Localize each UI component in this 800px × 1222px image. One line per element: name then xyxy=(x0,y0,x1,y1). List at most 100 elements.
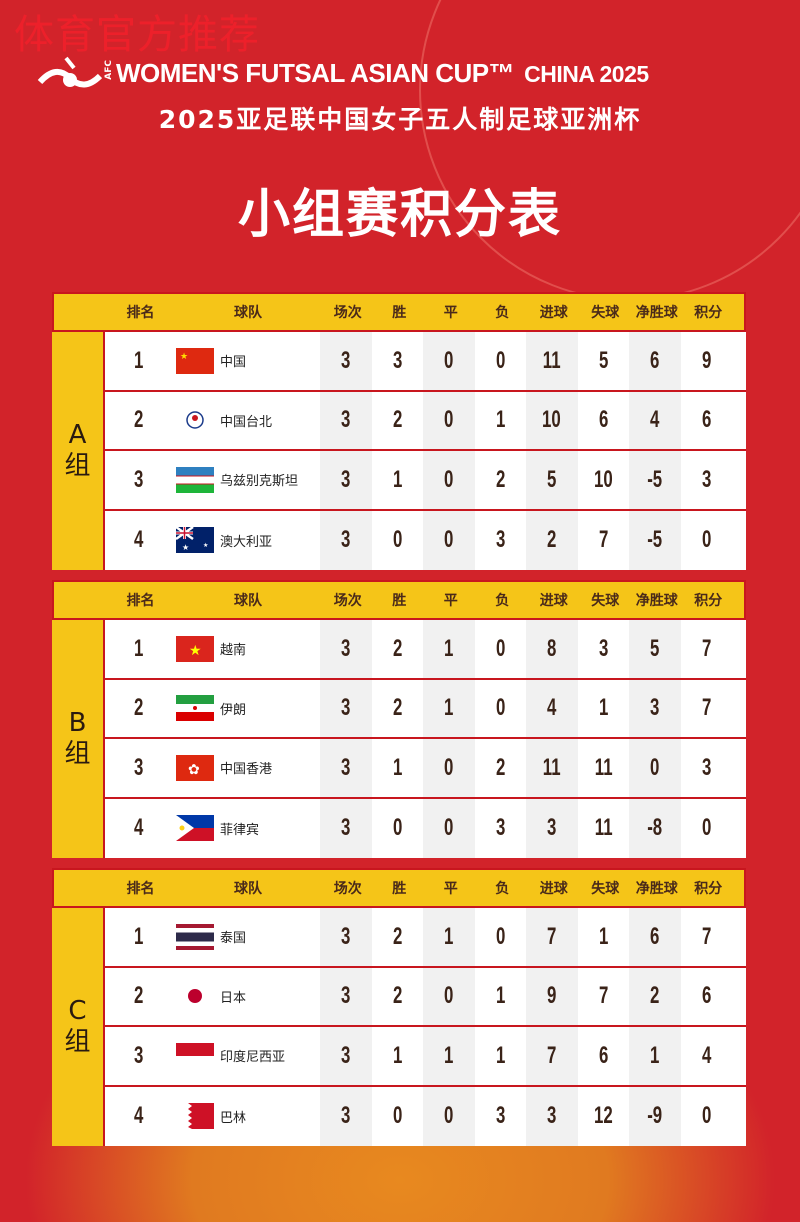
stat-3: 2 xyxy=(495,465,505,493)
group-letter: A xyxy=(68,419,87,450)
column-header: 球队 xyxy=(234,305,262,321)
header-spacer xyxy=(54,870,107,906)
stat-7: 4 xyxy=(701,1041,711,1069)
rank: 2 xyxy=(133,694,144,722)
team-cell: 印度尼西亚 xyxy=(172,1027,320,1085)
column-header: 净胜球 xyxy=(635,881,678,897)
stat-5: 1 xyxy=(598,694,608,722)
table-row: 4 菲律宾 3 0 0 3 3 11 -8 0 xyxy=(105,798,746,858)
stat-4: 7 xyxy=(547,922,557,950)
column-header: 排名 xyxy=(126,305,155,321)
rank: 4 xyxy=(133,1102,144,1130)
chinese-taipei-flag-icon xyxy=(176,407,214,434)
thailand-flag-icon xyxy=(176,923,214,950)
stat-1: 3 xyxy=(392,346,402,374)
stat-2: 1 xyxy=(444,634,454,662)
stat-1: 1 xyxy=(392,465,402,493)
team-name: 中国香港 xyxy=(220,762,273,778)
team-name: 澳大利亚 xyxy=(220,534,273,550)
rank: 3 xyxy=(133,753,144,781)
stat-6: -9 xyxy=(647,1102,663,1130)
title-en-suffix: CHINA 2025 xyxy=(524,61,649,87)
column-header: 净胜球 xyxy=(635,305,678,321)
stat-3: 1 xyxy=(495,1041,505,1069)
stat-0: 3 xyxy=(341,465,351,493)
column-header: 净胜球 xyxy=(635,593,678,609)
group-c-table: 排名 球队 场次 胜 平 负 进球 失球 净胜球 积分 C 组 1 泰国 3 2 1 0 7 1 6 7 2 日本 3 2 0 1 9 7… xyxy=(52,868,746,1146)
team-cell: ★ 中国 xyxy=(172,332,320,390)
stat-3: 0 xyxy=(495,694,505,722)
team-cell: 日本 xyxy=(172,968,320,1026)
rank: 3 xyxy=(133,1041,144,1069)
stat-6: -5 xyxy=(647,465,663,493)
stat-0: 3 xyxy=(341,346,351,374)
column-header: 积分 xyxy=(694,305,723,321)
stat-6: 1 xyxy=(650,1041,660,1069)
stat-2: 0 xyxy=(444,753,454,781)
stat-4: 11 xyxy=(542,753,561,781)
stat-0: 3 xyxy=(341,922,351,950)
team-cell: 中国台北 xyxy=(172,392,320,450)
stat-1: 2 xyxy=(392,406,402,434)
stat-4: 7 xyxy=(547,1041,557,1069)
team-name: 泰国 xyxy=(220,931,247,947)
japan-flag-icon xyxy=(176,983,214,1010)
table-header: 排名 球队 场次 胜 平 负 进球 失球 净胜球 积分 xyxy=(52,868,746,908)
stat-2: 0 xyxy=(444,526,454,554)
header-spacer xyxy=(54,294,107,330)
team-name: 菲律宾 xyxy=(220,822,260,838)
team-name: 日本 xyxy=(220,990,247,1006)
column-header: 失球 xyxy=(591,593,620,609)
stat-6: 3 xyxy=(650,694,660,722)
table-row: 3 ✿ 中国香港 3 1 0 2 11 11 0 3 xyxy=(105,739,746,799)
group-a-table: 排名 球队 场次胜平负进球 失球 净胜球 积分 A 组 1 ★ 中国 3 3 0 0 11 5 6 9 2 中国台北 3 2… xyxy=(52,292,746,570)
stat-0: 3 xyxy=(341,1041,351,1069)
column-header: 球队 xyxy=(234,881,262,897)
stat-1: 2 xyxy=(392,694,402,722)
stat-2: 1 xyxy=(444,1041,454,1069)
group-letter: C xyxy=(68,995,87,1026)
stat-4: 5 xyxy=(547,465,557,493)
stat-5: 7 xyxy=(598,982,608,1010)
rank: 2 xyxy=(133,982,144,1010)
column-header: 失球 xyxy=(591,305,620,321)
team-cell: ✿ 中国香港 xyxy=(172,739,320,797)
stat-6: 6 xyxy=(650,346,660,374)
team-name: 越南 xyxy=(220,643,247,659)
svg-text:★: ★ xyxy=(189,643,202,659)
stat-6: 4 xyxy=(650,406,660,434)
svg-text:✿: ✿ xyxy=(188,762,200,778)
stat-4: 4 xyxy=(547,694,557,722)
table-row: 1 泰国 3 2 1 0 7 1 6 7 xyxy=(105,908,746,968)
page-title: 小组赛积分表 xyxy=(237,185,562,245)
group-suffix: 组 xyxy=(64,451,91,481)
column-header: 排名 xyxy=(126,593,155,609)
stat-2: 0 xyxy=(444,406,454,434)
stat-0: 3 xyxy=(341,1102,351,1130)
column-header: 进球 xyxy=(539,305,568,321)
stat-3: 0 xyxy=(495,922,505,950)
stat-0: 3 xyxy=(341,753,351,781)
svg-text:★: ★ xyxy=(203,542,208,549)
event-title-cn: 2025亚足联中国女子五人制足球亚洲杯 xyxy=(158,105,642,134)
stat-5: 11 xyxy=(594,753,613,781)
table-row: 4 ★ ★ 澳大利亚 3 0 0 3 2 7 -5 0 xyxy=(105,510,746,570)
stat-2: 0 xyxy=(444,1102,454,1130)
table-row: 4 巴林 3 0 0 3 3 12 -9 0 xyxy=(105,1086,746,1146)
philippines-flag-icon xyxy=(176,815,214,842)
australia-flag-icon: ★★ xyxy=(176,527,214,554)
stat-6: 5 xyxy=(650,634,660,662)
stat-3: 3 xyxy=(495,526,505,554)
stat-4: 2 xyxy=(547,526,557,554)
stat-4: 3 xyxy=(547,814,557,842)
hong-kong-flag-icon: ✿ xyxy=(176,754,214,781)
header-spacer xyxy=(54,582,107,618)
uzbekistan-flag-icon xyxy=(176,466,214,493)
table-row: 2 日本 3 2 0 1 9 7 2 6 xyxy=(105,967,746,1027)
team-name: 中国台北 xyxy=(220,414,273,430)
column-header: 负 xyxy=(495,881,510,897)
stat-7: 6 xyxy=(701,982,711,1010)
